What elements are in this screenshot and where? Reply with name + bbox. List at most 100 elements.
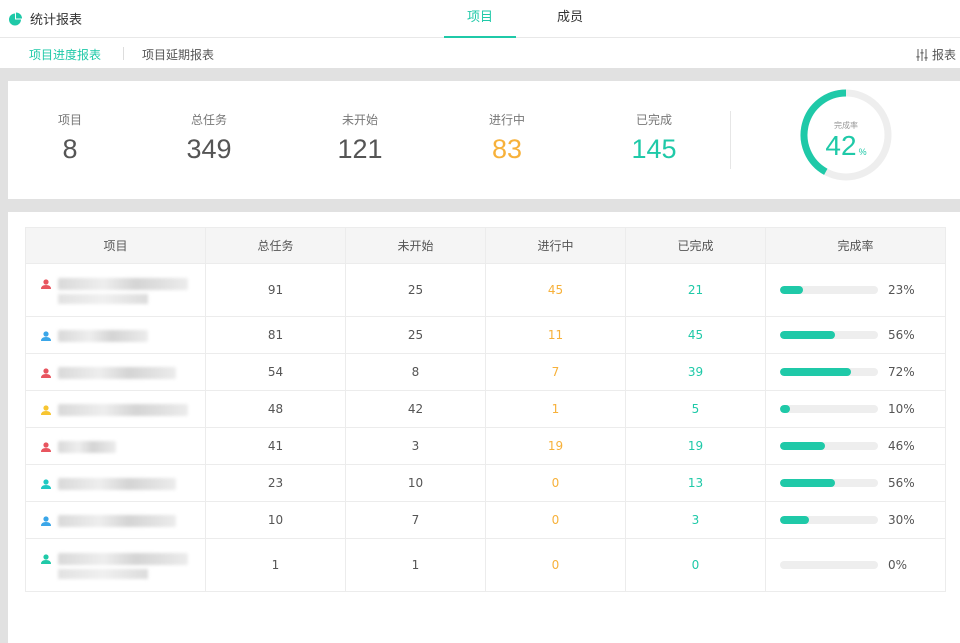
table-body: 91 25 45 21 23% 81 25 11 45 56% 54 8 7 39 72% 48 42 1 5 10%… — [25, 263, 946, 592]
progress-bar — [780, 405, 878, 414]
app-title-text: 统计报表 — [30, 13, 83, 28]
completion-value: 42% — [790, 131, 902, 167]
done-cell: 21 — [625, 263, 766, 317]
done-cell: 3 — [625, 501, 766, 539]
stat-total-tasks: 总任务 349 — [159, 111, 259, 164]
project-cell[interactable] — [25, 501, 206, 539]
completion-unit: % — [858, 147, 867, 157]
table-row[interactable]: 1 1 0 0 0% — [25, 538, 946, 592]
project-name-redacted — [58, 366, 176, 379]
progress-bar-fill — [780, 479, 835, 488]
ring-progress — [800, 89, 847, 175]
rate-cell: 56% — [765, 316, 946, 354]
stat-not-started: 未开始 121 — [310, 111, 410, 164]
in-progress-cell: 7 — [485, 353, 626, 391]
project-progress-table: 项目 总任务 未开始 进行中 已完成 完成率 91 25 45 21 23% 81 25 11… — [25, 227, 946, 592]
table-row[interactable]: 91 25 45 21 23% — [25, 263, 946, 317]
stat-projects: 项目 8 — [20, 111, 120, 164]
not-started-cell: 42 — [345, 390, 486, 428]
not-started-cell: 1 — [345, 538, 486, 592]
rate-text: 0% — [888, 558, 908, 573]
stat-label: 总任务 — [190, 113, 227, 127]
project-name-redacted — [58, 569, 148, 579]
project-cell[interactable] — [25, 263, 206, 317]
progress-bar-fill — [780, 442, 826, 451]
stat-label: 进行中 — [488, 113, 525, 127]
table-row[interactable]: 81 25 11 45 56% — [25, 316, 946, 354]
header-total: 总任务 — [205, 227, 346, 264]
completion-ring-chart — [800, 89, 892, 181]
rate-text: 72% — [888, 365, 915, 380]
rate-text: 30% — [888, 513, 915, 528]
table-row[interactable]: 23 10 0 13 56% — [25, 464, 946, 502]
sliders-icon — [916, 48, 928, 61]
stat-completed: 已完成 145 — [604, 111, 704, 164]
total-cell: 1 — [205, 538, 346, 592]
user-icon — [41, 278, 51, 289]
main-tabs: 项目 成员 — [444, 0, 606, 38]
project-cell[interactable] — [25, 464, 206, 502]
rate-cell: 10% — [765, 390, 946, 428]
project-name-redacted — [58, 294, 148, 304]
project-name-redacted — [58, 514, 176, 527]
done-cell: 19 — [625, 427, 766, 465]
project-name-redacted — [58, 440, 116, 453]
completion-label: 完成率 — [834, 121, 858, 130]
tab-projects[interactable]: 项目 — [444, 0, 516, 38]
total-cell: 81 — [205, 316, 346, 354]
rate-cell: 56% — [765, 464, 946, 502]
in-progress-cell: 0 — [485, 538, 626, 592]
project-cell[interactable] — [25, 316, 206, 354]
project-cell[interactable] — [25, 538, 206, 592]
stat-value: 145 — [631, 134, 677, 164]
rate-text: 46% — [888, 439, 915, 454]
rate-text: 10% — [888, 402, 915, 417]
stat-value: 83 — [491, 134, 523, 164]
user-icon — [41, 478, 51, 489]
table-row[interactable]: 54 8 7 39 72% — [25, 353, 946, 391]
report-button[interactable]: 报表 — [916, 46, 956, 63]
progress-bar — [780, 516, 878, 525]
in-progress-cell: 0 — [485, 501, 626, 539]
project-cell[interactable] — [25, 390, 206, 428]
rate-cell: 23% — [765, 263, 946, 317]
header-rate: 完成率 — [765, 227, 946, 264]
user-icon — [41, 515, 51, 526]
user-icon — [41, 367, 51, 378]
total-cell: 41 — [205, 427, 346, 465]
progress-bar-fill — [780, 286, 803, 295]
done-cell: 5 — [625, 390, 766, 428]
total-cell: 23 — [205, 464, 346, 502]
not-started-cell: 3 — [345, 427, 486, 465]
user-icon — [41, 553, 51, 564]
stat-in-progress: 进行中 83 — [457, 111, 557, 164]
project-cell[interactable] — [25, 427, 206, 465]
not-started-cell: 25 — [345, 316, 486, 354]
tab-members[interactable]: 成员 — [556, 10, 583, 25]
project-name-redacted — [58, 403, 188, 416]
gutter-left — [0, 68, 8, 643]
summary-card: 项目 8 总任务 349 未开始 121 进行中 83 已完成 145 完成率 … — [8, 81, 960, 199]
top-bar: 统计报表 项目 成员 — [0, 0, 960, 38]
progress-bar-fill — [780, 331, 835, 340]
header-in-progress: 进行中 — [485, 227, 626, 264]
total-cell: 54 — [205, 353, 346, 391]
subtab-delay-report[interactable]: 项目延期报表 — [142, 48, 215, 62]
in-progress-cell: 0 — [485, 464, 626, 502]
user-icon — [41, 441, 51, 452]
progress-bar-fill — [780, 516, 810, 525]
completion-number: 42 — [825, 130, 857, 161]
table-row[interactable]: 10 7 0 3 30% — [25, 501, 946, 539]
not-started-cell: 8 — [345, 353, 486, 391]
progress-bar-fill — [780, 405, 790, 414]
subtab-progress-report[interactable]: 项目进度报表 — [29, 48, 102, 62]
app-title: 统计报表 — [8, 9, 82, 28]
rate-cell: 72% — [765, 353, 946, 391]
project-cell[interactable] — [25, 353, 206, 391]
total-cell: 10 — [205, 501, 346, 539]
report-button-label: 报表 — [931, 48, 956, 62]
table-section: 项目 总任务 未开始 进行中 已完成 完成率 91 25 45 21 23% 81 25 11… — [8, 212, 960, 643]
table-row[interactable]: 48 42 1 5 10% — [25, 390, 946, 428]
completion-ring: 完成率 42% — [790, 89, 902, 181]
table-row[interactable]: 41 3 19 19 46% — [25, 427, 946, 465]
